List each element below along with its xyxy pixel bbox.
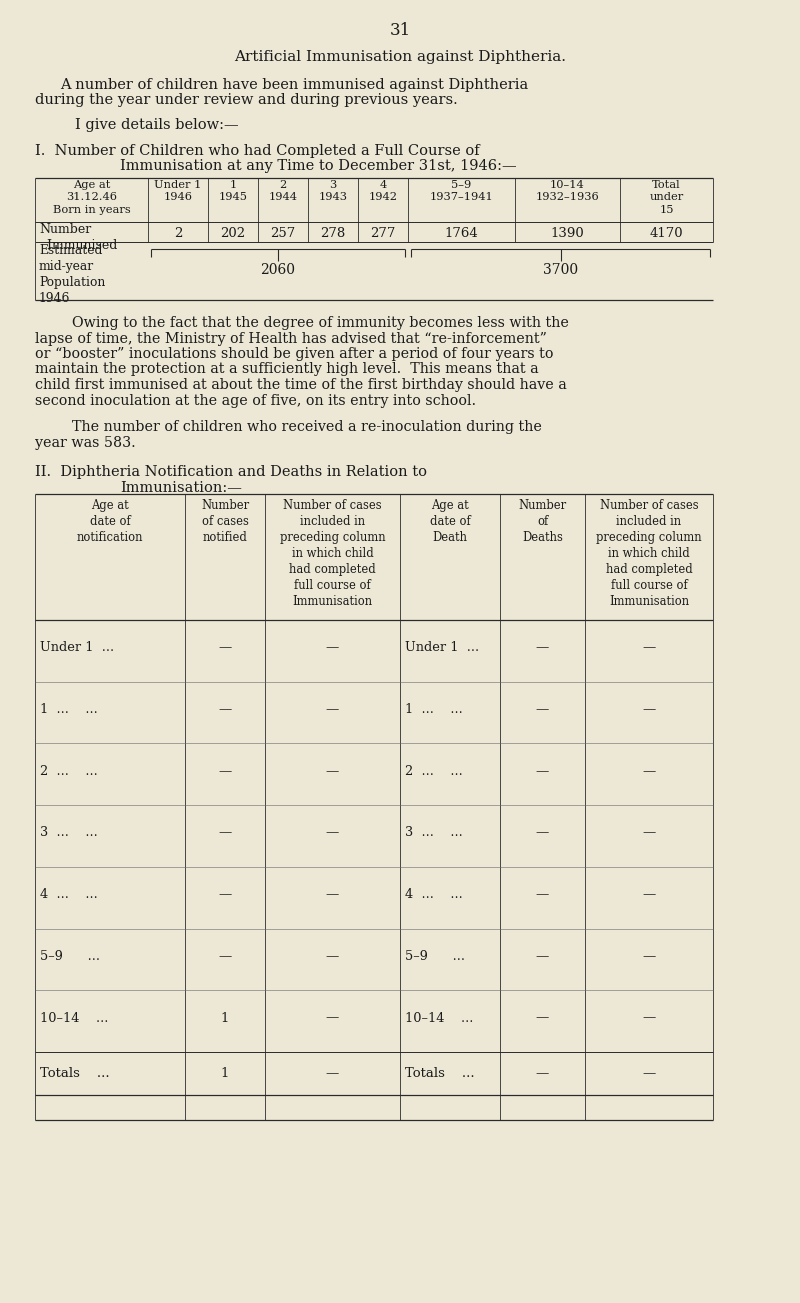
Text: Owing to the fact that the degree of immunity becomes less with the: Owing to the fact that the degree of imm… <box>72 317 569 330</box>
Text: —: — <box>326 826 339 839</box>
Text: Age at
31.12.46
Born in years: Age at 31.12.46 Born in years <box>53 180 130 215</box>
Text: —: — <box>326 641 339 654</box>
Text: 4
1942: 4 1942 <box>369 180 398 202</box>
Text: —: — <box>642 826 656 839</box>
Text: II.  Diphtheria Notification and Deaths in Relation to: II. Diphtheria Notification and Deaths i… <box>35 465 427 480</box>
Text: 2  ...    ...: 2 ... ... <box>405 765 462 778</box>
Text: —: — <box>218 765 232 778</box>
Text: —: — <box>536 765 549 778</box>
Text: Under 1
1946: Under 1 1946 <box>154 180 202 202</box>
Text: 10–14    ...: 10–14 ... <box>40 1011 108 1024</box>
Text: Age at
date of
Death: Age at date of Death <box>430 499 470 543</box>
Text: Number of cases
included in
preceding column
in which child
had completed
full c: Number of cases included in preceding co… <box>280 499 386 609</box>
Text: —: — <box>642 641 656 654</box>
Text: —: — <box>326 889 339 902</box>
Text: 2: 2 <box>174 227 182 240</box>
Text: Number
of cases
notified: Number of cases notified <box>201 499 249 543</box>
Text: —: — <box>536 704 549 715</box>
Text: 2060: 2060 <box>261 263 295 278</box>
Text: 2  ...    ...: 2 ... ... <box>40 765 98 778</box>
Text: during the year under review and during previous years.: during the year under review and during … <box>35 93 458 107</box>
Text: lapse of time, the Ministry of Health has advised that “re-inforcement”: lapse of time, the Ministry of Health ha… <box>35 331 547 345</box>
Text: —: — <box>642 765 656 778</box>
Text: 278: 278 <box>320 227 346 240</box>
Text: —: — <box>642 889 656 902</box>
Text: 2
1944: 2 1944 <box>269 180 298 202</box>
Text: —: — <box>536 1067 549 1080</box>
Text: 1  ...    ...: 1 ... ... <box>40 704 98 715</box>
Text: 5–9      ...: 5–9 ... <box>40 950 100 963</box>
Text: or “booster” inoculations should be given after a period of four years to: or “booster” inoculations should be give… <box>35 347 554 361</box>
Text: 3700: 3700 <box>543 263 578 278</box>
Text: 3
1943: 3 1943 <box>318 180 347 202</box>
Text: second inoculation at the age of five, on its entry into school.: second inoculation at the age of five, o… <box>35 394 476 408</box>
Text: Immunisation:—: Immunisation:— <box>120 481 242 495</box>
Text: 257: 257 <box>270 227 296 240</box>
Text: 5–9
1937–1941: 5–9 1937–1941 <box>430 180 494 202</box>
Text: —: — <box>536 889 549 902</box>
Text: 4170: 4170 <box>650 227 683 240</box>
Text: 5–9      ...: 5–9 ... <box>405 950 465 963</box>
Text: —: — <box>642 950 656 963</box>
Text: —: — <box>326 1011 339 1024</box>
Text: Number of cases
included in
preceding column
in which child
had completed
full c: Number of cases included in preceding co… <box>596 499 702 609</box>
Text: maintain the protection at a sufficiently high level.  This means that a: maintain the protection at a sufficientl… <box>35 362 538 377</box>
Text: 3  ...    ...: 3 ... ... <box>405 826 462 839</box>
Text: child first immunised at about the time of the first birthday should have a: child first immunised at about the time … <box>35 378 566 392</box>
Text: —: — <box>642 1067 656 1080</box>
Text: —: — <box>536 826 549 839</box>
Text: I.  Number of Children who had Completed a Full Course of: I. Number of Children who had Completed … <box>35 145 480 158</box>
Text: Under 1  ...: Under 1 ... <box>40 641 114 654</box>
Text: Number
  Immunised: Number Immunised <box>39 223 118 251</box>
Text: 202: 202 <box>221 227 246 240</box>
Text: —: — <box>642 704 656 715</box>
Text: —: — <box>218 641 232 654</box>
Text: Artificial Immunisation against Diphtheria.: Artificial Immunisation against Diphther… <box>234 50 566 64</box>
Text: 3  ...    ...: 3 ... ... <box>40 826 98 839</box>
Text: 4  ...    ...: 4 ... ... <box>40 889 98 902</box>
Text: 1764: 1764 <box>445 227 478 240</box>
Text: Number
of
Deaths: Number of Deaths <box>518 499 566 543</box>
Text: 1390: 1390 <box>550 227 584 240</box>
Text: 1: 1 <box>221 1067 229 1080</box>
Text: The number of children who received a re-inoculation during the: The number of children who received a re… <box>72 420 542 434</box>
Text: Under 1  ...: Under 1 ... <box>405 641 479 654</box>
Text: Totals    ...: Totals ... <box>40 1067 110 1080</box>
Text: —: — <box>326 704 339 715</box>
Text: 31: 31 <box>390 22 410 39</box>
Text: 1
1945: 1 1945 <box>218 180 247 202</box>
Text: 1  ...    ...: 1 ... ... <box>405 704 462 715</box>
Text: 277: 277 <box>370 227 396 240</box>
Text: Total
under
15: Total under 15 <box>650 180 684 215</box>
Text: —: — <box>536 641 549 654</box>
Text: —: — <box>218 826 232 839</box>
Text: —: — <box>536 1011 549 1024</box>
Text: I give details below:—: I give details below:— <box>75 119 238 132</box>
Text: —: — <box>536 950 549 963</box>
Text: —: — <box>218 704 232 715</box>
Text: —: — <box>218 950 232 963</box>
Text: Age at
date of
notification: Age at date of notification <box>77 499 143 543</box>
Text: year was 583.: year was 583. <box>35 435 136 450</box>
Text: 1: 1 <box>221 1011 229 1024</box>
Text: —: — <box>326 950 339 963</box>
Text: Estimated
mid-year
Population
1946: Estimated mid-year Population 1946 <box>39 244 106 305</box>
Text: —: — <box>326 765 339 778</box>
Text: 10–14
1932–1936: 10–14 1932–1936 <box>536 180 599 202</box>
Text: A number of children have been immunised against Diphtheria: A number of children have been immunised… <box>60 78 528 93</box>
Text: —: — <box>218 889 232 902</box>
Text: 4  ...    ...: 4 ... ... <box>405 889 462 902</box>
Text: —: — <box>642 1011 656 1024</box>
Text: 10–14    ...: 10–14 ... <box>405 1011 474 1024</box>
Text: Totals    ...: Totals ... <box>405 1067 474 1080</box>
Text: —: — <box>326 1067 339 1080</box>
Text: Immunisation at any Time to December 31st, 1946:—: Immunisation at any Time to December 31s… <box>120 159 517 173</box>
